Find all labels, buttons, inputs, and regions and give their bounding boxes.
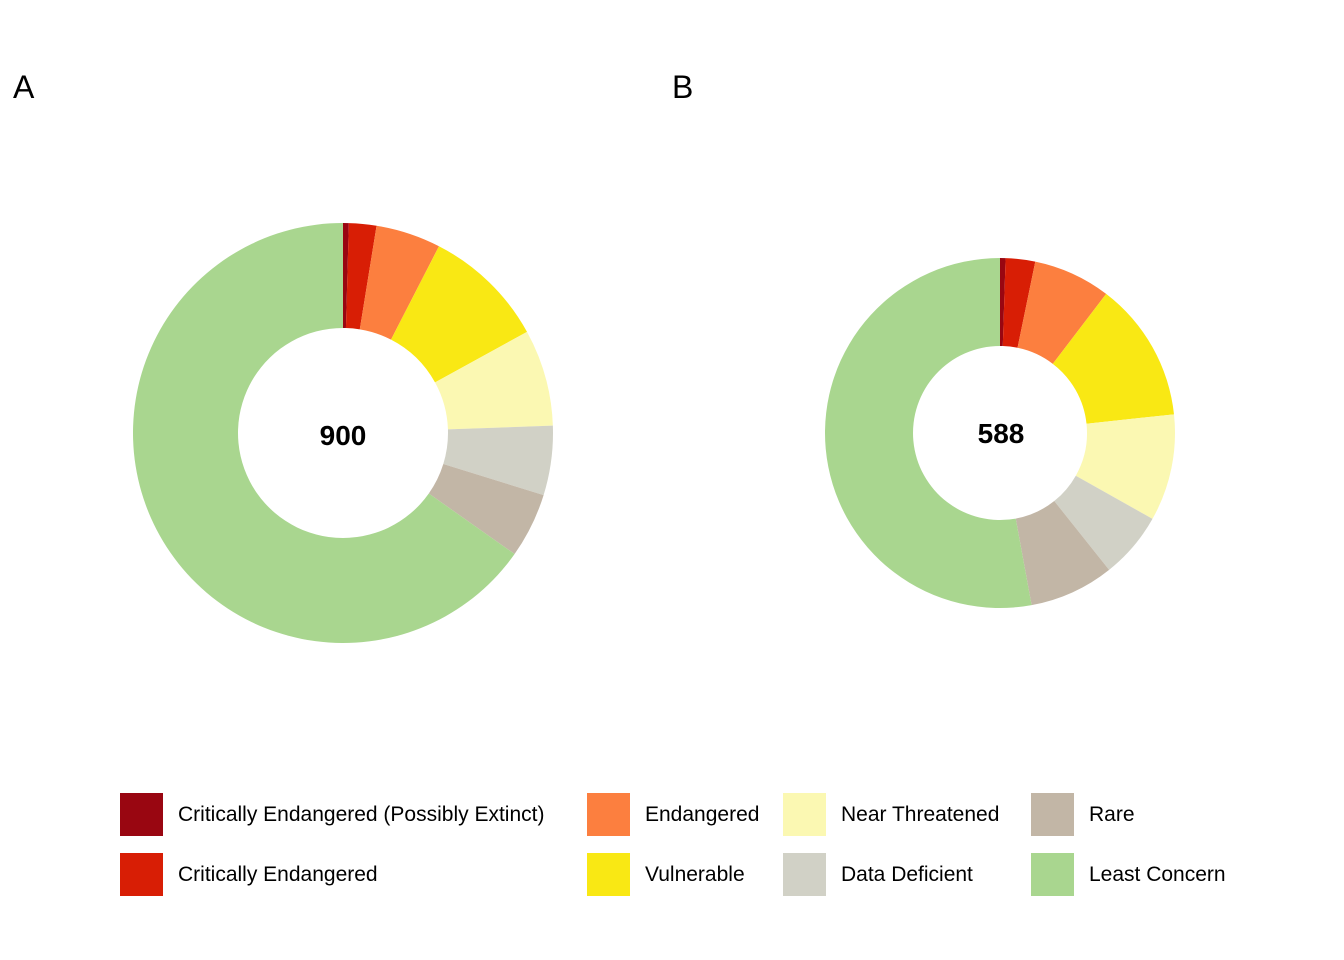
legend-label: Data Deficient bbox=[841, 863, 973, 886]
legend-item: Rare bbox=[1031, 793, 1135, 836]
legend-item: Least Concern bbox=[1031, 853, 1226, 896]
donut-slice bbox=[1075, 414, 1175, 519]
donut-chart-a bbox=[132, 223, 553, 643]
legend-swatch-near-threatened bbox=[783, 793, 826, 836]
donut-slice bbox=[132, 223, 515, 643]
legend-label: Critically Endangered bbox=[178, 863, 378, 886]
legend-item: Near Threatened bbox=[783, 793, 999, 836]
donut-slice bbox=[1017, 261, 1107, 364]
legend-label: Endangered bbox=[645, 803, 760, 826]
donut-slice bbox=[1015, 501, 1110, 606]
donut-slice bbox=[443, 425, 553, 496]
panel-b-label: B bbox=[672, 69, 694, 105]
panel-a-label: A bbox=[13, 69, 35, 105]
donut-slice bbox=[1002, 258, 1036, 348]
legend-label: Least Concern bbox=[1089, 863, 1226, 886]
legend-swatch-rare bbox=[1031, 793, 1074, 836]
donut-slice bbox=[359, 225, 439, 340]
donut-slice bbox=[343, 223, 349, 329]
legend-label: Rare bbox=[1089, 803, 1135, 826]
legend-swatch-vulnerable bbox=[587, 853, 630, 896]
legend-item: Data Deficient bbox=[783, 853, 973, 896]
legend-label: Vulnerable bbox=[645, 863, 745, 886]
legend-swatch-data-deficient bbox=[783, 853, 826, 896]
legend-item: Endangered bbox=[587, 793, 759, 836]
donut-slice bbox=[435, 331, 553, 430]
donut-slice bbox=[1052, 293, 1174, 424]
legend-item: Critically Endangered (Possibly Extinct) bbox=[120, 793, 544, 836]
legend-swatch-endangered bbox=[587, 793, 630, 836]
legend-item: Critically Endangered bbox=[120, 853, 378, 896]
donut-chart-b bbox=[825, 258, 1175, 608]
legend-label: Near Threatened bbox=[841, 803, 1000, 826]
legend-swatch-least-concern bbox=[1031, 853, 1074, 896]
donut-slice bbox=[825, 258, 1032, 608]
legend-item: Vulnerable bbox=[587, 853, 745, 896]
legend-swatch-critically-endangered bbox=[120, 853, 163, 896]
donut-slice bbox=[391, 246, 528, 383]
legend-swatch-critically-endangered-possibly-extinct bbox=[120, 793, 163, 836]
donut-a-total: 900 bbox=[319, 420, 367, 451]
donut-slice bbox=[345, 223, 377, 330]
donut-slice bbox=[1054, 475, 1153, 570]
legend-label: Critically Endangered (Possibly Extinct) bbox=[178, 803, 545, 826]
donut-b-total: 588 bbox=[977, 418, 1025, 449]
donut-slice bbox=[428, 464, 544, 555]
donut-slice bbox=[1000, 258, 1006, 347]
